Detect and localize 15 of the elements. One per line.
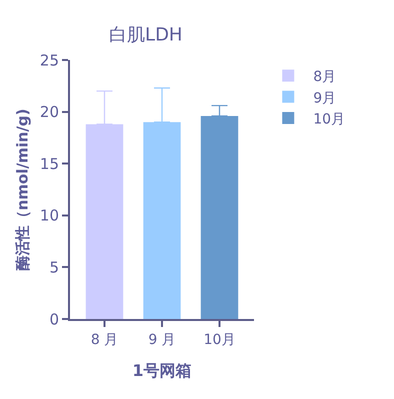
y-tick-label: 10	[40, 206, 59, 225]
y-axis-title: 酶活性（nmol/min/g)	[14, 108, 32, 270]
y-tick-label: 5	[49, 258, 59, 276]
legend-label: 10月	[313, 111, 346, 128]
x-tick-label: 9 月	[148, 332, 176, 348]
y-tick-label: 25	[40, 51, 59, 70]
y-tick-label: 20	[40, 103, 59, 122]
x-axis-title: 1号网箱	[132, 361, 192, 380]
y-tick-label: 15	[40, 154, 59, 173]
y-tick-label: 0	[49, 310, 59, 328]
legend-label: 9月	[313, 90, 336, 106]
legend-label: 8月	[313, 69, 336, 86]
x-tick-label: 8 月	[90, 332, 118, 348]
x-tick-label: 10月	[204, 332, 236, 348]
chart-title: 白肌LDH	[109, 24, 182, 46]
